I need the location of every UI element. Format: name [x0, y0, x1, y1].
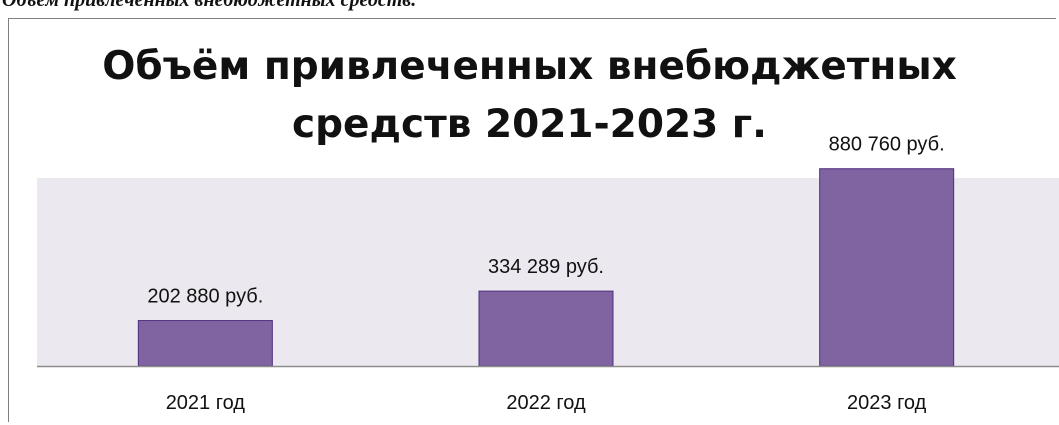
data-label-2: 334 289 руб.: [488, 256, 604, 278]
data-label-1: 202 880 руб.: [147, 286, 263, 308]
data-label-3: 880 760 руб.: [829, 134, 945, 156]
x-tick-label-3: 2023 год: [847, 392, 927, 414]
chart-title-line-2: средств 2021-2023 г.: [291, 102, 767, 147]
chart-frame: [8, 18, 1056, 422]
data-labels-group: 202 880 руб. 334 289 руб. 880 760 руб.: [147, 134, 944, 308]
bar-1: [137, 320, 273, 367]
bar-2: [478, 290, 614, 367]
bar-3: [819, 168, 955, 367]
chart-title: Объём привлеченных внебюджетных средств …: [0, 38, 1059, 154]
x-tick-label-2: 2022 год: [506, 392, 586, 414]
x-tick-label-1: 2021 год: [166, 392, 246, 414]
x-tick-labels-group: 2021 год 2022 год 2023 год: [166, 392, 927, 414]
chart-title-line-1: Объём привлеченных внебюджетных: [102, 44, 957, 89]
figure-caption: Объём привлеченных внебюджетных средств.: [2, 0, 417, 11]
